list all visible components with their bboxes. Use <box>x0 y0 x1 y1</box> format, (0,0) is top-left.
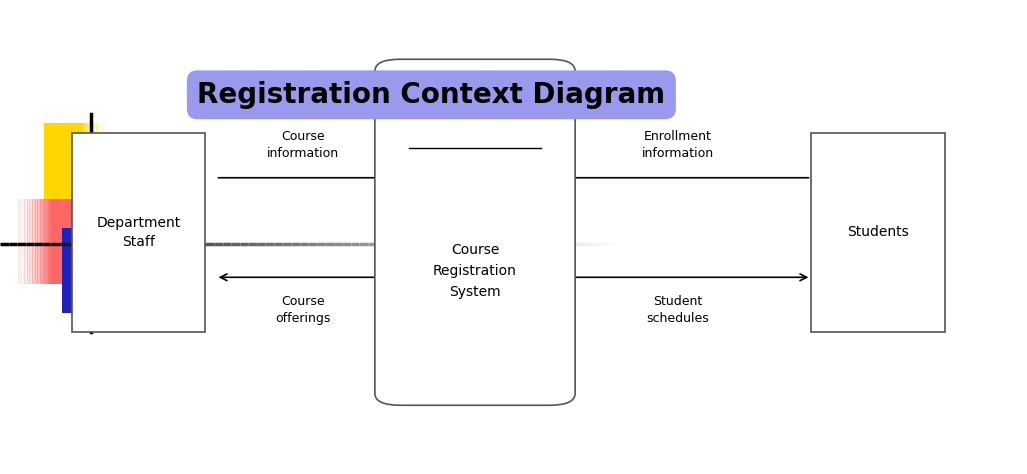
Bar <box>97 123 99 228</box>
Bar <box>81 123 83 228</box>
Bar <box>30 199 32 284</box>
Bar <box>31 199 34 284</box>
Text: Enrollment
information: Enrollment information <box>642 129 714 160</box>
Bar <box>118 228 120 313</box>
Bar <box>82 123 84 228</box>
Text: 0: 0 <box>470 103 480 117</box>
Bar <box>27 199 29 284</box>
Bar <box>84 123 87 228</box>
Bar <box>101 123 103 228</box>
Bar <box>87 123 89 228</box>
Bar <box>98 123 100 228</box>
Bar <box>96 123 98 228</box>
Bar <box>21 199 23 284</box>
Bar <box>112 228 114 313</box>
Bar <box>89 123 91 228</box>
Bar <box>38 199 40 284</box>
Text: Students: Students <box>847 225 909 239</box>
Bar <box>83 123 85 228</box>
Text: Registration Context Diagram: Registration Context Diagram <box>197 81 665 109</box>
Bar <box>22 199 25 284</box>
Bar <box>28 199 31 284</box>
Bar <box>108 228 110 313</box>
Bar <box>44 199 46 284</box>
Bar <box>116 228 119 313</box>
Text: Student
schedules: Student schedules <box>646 295 710 326</box>
Bar <box>18 199 22 284</box>
Bar <box>811 133 945 332</box>
Bar <box>33 199 35 284</box>
Bar <box>91 123 94 228</box>
Bar <box>18 199 82 284</box>
Bar <box>105 228 107 313</box>
Bar <box>119 228 121 313</box>
Bar <box>45 199 48 284</box>
Bar <box>36 199 39 284</box>
Bar <box>98 228 100 313</box>
Bar <box>47 199 49 284</box>
Bar <box>114 228 116 313</box>
Bar <box>24 199 26 284</box>
Bar <box>48 199 51 284</box>
Bar <box>104 228 106 313</box>
Bar <box>72 133 205 332</box>
Bar <box>41 199 43 284</box>
FancyBboxPatch shape <box>375 59 575 405</box>
Bar <box>102 123 104 228</box>
Bar <box>42 199 45 284</box>
Text: Course
offerings: Course offerings <box>275 295 331 326</box>
Bar <box>35 199 37 284</box>
Bar <box>62 228 121 313</box>
Bar <box>103 123 105 228</box>
Bar <box>109 228 112 313</box>
Text: Course
information: Course information <box>267 129 339 160</box>
Bar <box>93 123 96 228</box>
Bar <box>99 228 101 313</box>
Bar <box>86 123 88 228</box>
Bar <box>106 228 108 313</box>
Bar <box>111 228 113 313</box>
Text: Department
Staff: Department Staff <box>97 216 181 249</box>
Bar <box>94 123 97 228</box>
Bar <box>25 199 28 284</box>
Bar <box>99 123 102 228</box>
Bar <box>102 228 105 313</box>
Bar <box>107 228 109 313</box>
Bar <box>80 123 82 228</box>
Bar <box>113 228 115 313</box>
Bar <box>39 199 42 284</box>
Bar <box>44 123 104 228</box>
Bar <box>120 228 122 313</box>
Bar <box>101 228 103 313</box>
Bar <box>88 123 90 228</box>
Bar <box>90 123 92 228</box>
Text: Course
Registration
System: Course Registration System <box>433 243 517 299</box>
Bar <box>100 228 102 313</box>
Bar <box>115 228 117 313</box>
